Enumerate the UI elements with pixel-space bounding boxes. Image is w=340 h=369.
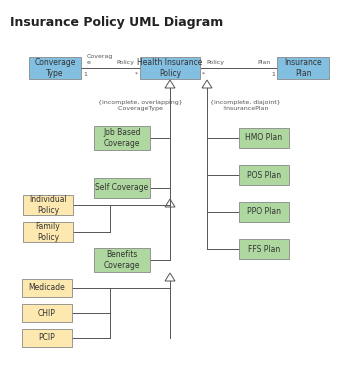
Text: *: * [202,72,205,77]
Text: FFS Plan: FFS Plan [248,245,280,254]
Text: PPO Plan: PPO Plan [247,207,281,217]
FancyBboxPatch shape [22,304,72,322]
Text: Job Based
Coverage: Job Based Coverage [103,128,141,148]
Text: Policy: Policy [206,60,224,65]
Text: Self Coverage: Self Coverage [96,183,149,193]
FancyBboxPatch shape [29,57,81,79]
FancyBboxPatch shape [239,239,289,259]
Text: Medicade: Medicade [29,283,65,293]
FancyBboxPatch shape [23,195,73,215]
Text: Health Insurance
Policy: Health Insurance Policy [137,58,203,78]
FancyBboxPatch shape [239,165,289,185]
Text: Plan: Plan [258,60,271,65]
Text: Policy: Policy [116,60,134,65]
Text: Benefits
Coverage: Benefits Coverage [104,250,140,270]
Text: Insurance Policy UML Diagram: Insurance Policy UML Diagram [10,16,223,29]
Text: PCIP: PCIP [39,334,55,342]
Text: CHIP: CHIP [38,308,56,317]
Text: *: * [135,72,138,77]
Text: Individual
Policy: Individual Policy [29,195,67,215]
FancyBboxPatch shape [23,222,73,242]
FancyBboxPatch shape [277,57,329,79]
FancyBboxPatch shape [140,57,200,79]
FancyBboxPatch shape [239,202,289,222]
FancyBboxPatch shape [239,128,289,148]
Text: 1: 1 [83,72,87,77]
FancyBboxPatch shape [22,329,72,347]
Text: Insurance
Plan: Insurance Plan [284,58,322,78]
Text: HMO Plan: HMO Plan [245,134,283,142]
Text: Coverag
e: Coverag e [87,54,113,65]
Text: {incomplete, overlapping}
:CoverageType: {incomplete, overlapping} :CoverageType [98,100,182,111]
FancyBboxPatch shape [94,178,150,198]
Text: Converage
Type: Converage Type [34,58,76,78]
Text: 1: 1 [271,72,275,77]
Text: {incomplete, diajoint}
:InsurancePlan: {incomplete, diajoint} :InsurancePlan [210,100,280,111]
FancyBboxPatch shape [94,126,150,150]
FancyBboxPatch shape [22,279,72,297]
FancyBboxPatch shape [94,248,150,272]
Text: POS Plan: POS Plan [247,170,281,179]
Text: Family
Policy: Family Policy [36,222,61,242]
